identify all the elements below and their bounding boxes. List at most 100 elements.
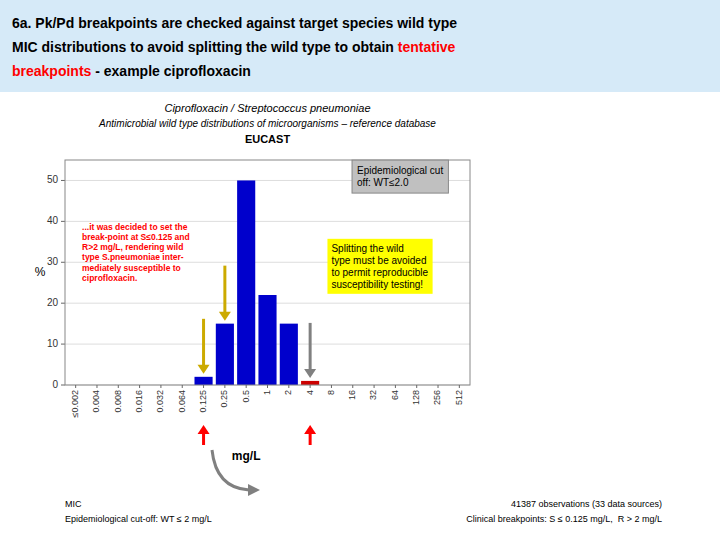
title-panel [0,0,720,92]
footer-right: 41387 observations (33 data sources) [511,499,662,509]
tick-mark [352,385,353,388]
title-part: 6a. Pk/Pd breakpoints are checked agains… [12,15,457,31]
bar [216,324,234,385]
tick-mark [61,344,65,345]
annotation-line: mediately susceptible to [82,263,181,273]
subtitle: Antimicrobial wild type distributions of… [98,118,436,129]
arrow [219,266,231,321]
bars [194,180,319,385]
y-tick-label: 0 [52,379,58,390]
x-tick-label: 1 [262,390,272,395]
arrow-shaft [223,266,226,313]
annotation-box [352,160,448,193]
annotation: Splitting the wildtype must be avoidedto… [327,239,432,294]
x-tick-label: 16 [347,390,357,400]
arrow-head [304,369,316,378]
plot-frame [65,160,470,385]
subtitle: EUCAST [245,133,291,145]
tick-mark [61,303,65,304]
annotation-box [327,239,432,294]
tick-mark [224,385,225,388]
tick-mark [118,385,119,388]
arrow-head [304,425,316,434]
tick-mark [61,385,65,386]
x-tick-label: 0.125 [198,390,208,413]
y-axis-label: % [35,265,46,279]
tick-mark [160,385,161,388]
curved-arrow-head [248,484,260,496]
tick-mark [416,385,417,388]
arrow-head [198,365,210,374]
annotation-line: R>2 mg/L, rendering wild [82,242,183,252]
annotation-text: ...it was decided to set thebreak-point … [82,222,190,283]
tick-mark [75,385,76,388]
plot-area [65,160,470,385]
arrow-head [219,312,231,321]
annotation-line: type must be avoided [331,255,426,266]
x-tick-label: 128 [411,390,421,405]
x-tick-label: 4 [305,390,315,395]
annotation-line: to permit reproducible [331,267,428,278]
annotation-line: ...it was decided to set the [82,222,188,232]
x-tick-label: 32 [368,390,378,400]
title-part: MIC distributions to avoid splitting the… [12,39,398,55]
y-tick-label: 50 [47,174,59,185]
annotation-line: Splitting the wild [331,243,403,254]
annotation-line: off: WT≤2.0 [357,177,409,188]
bar [280,324,298,385]
x-tick-label: 64 [390,390,400,400]
x-tick-label: 256 [432,390,442,405]
x-tick-label: ≤0.002 [70,390,80,417]
bar [301,381,319,385]
title: breakpoints - example ciprofloxacin [12,63,251,79]
annotation-line: ciprofloxacin. [82,273,137,283]
annotation-line: break-point at S≤0.125 and [82,232,190,242]
x-tick-label: 0.004 [91,390,101,413]
tick-mark [267,385,268,388]
tick-mark [288,385,289,388]
arrow [304,425,316,445]
x-tick-label: 0.008 [113,390,123,413]
title-part: - example ciprofloxacin [91,63,251,79]
tick-mark [310,385,311,388]
arrow-head [198,425,210,434]
tick-mark [96,385,97,388]
annotation-text: Splitting the wildtype must be avoidedto… [331,243,428,290]
title-part: tentative [398,39,456,55]
tick-mark [438,385,439,388]
bar [194,377,212,385]
arrow [198,319,210,374]
y-tick-label: 20 [47,297,59,308]
footer-left: Epidemiological cut-off: WT ≤ 2 mg/L [65,514,212,524]
tick-mark [203,385,204,388]
title-part: breakpoints [12,63,92,79]
tick-mark [182,385,183,388]
tick-mark [139,385,140,388]
footer-right: Clinical breakpoints: S ≤ 0.125 mg/L, R … [466,514,662,524]
x-tick-label: 512 [454,390,464,405]
annotation-line: susceptibility testing! [331,279,423,290]
annotation-line: type S.pneumoniae inter- [82,252,184,262]
y-tick-label: 10 [47,338,59,349]
annotation-text: Epidemiological cutoff: WT≤2.0 [357,165,443,188]
x-tick-label: 0.5 [241,390,251,403]
curved-arrow-shaft [212,450,249,490]
x-tick-label: 2 [283,390,293,395]
tick-mark [374,385,375,388]
annotation: ...it was decided to set thebreak-point … [82,222,190,283]
arrow [304,323,316,378]
x-tick-label: 0.016 [134,390,144,413]
tick-mark [459,385,460,388]
arrow-shaft [202,319,205,366]
x-axis-label: mg/L [232,449,261,463]
tick-mark [246,385,247,388]
curved-arrow [212,450,260,496]
tick-mark [61,262,65,263]
x-tick-label: 8 [326,390,336,395]
tick-mark [61,180,65,181]
chart: 6a. Pk/Pd breakpoints are checked agains… [0,0,720,540]
annotation-line: Epidemiological cut [357,165,443,176]
footer-left: MIC [65,499,82,509]
subtitle: Ciprofloxacin / Streptococcus pneumoniae [164,102,370,114]
x-tick-label: 0.064 [177,390,187,413]
